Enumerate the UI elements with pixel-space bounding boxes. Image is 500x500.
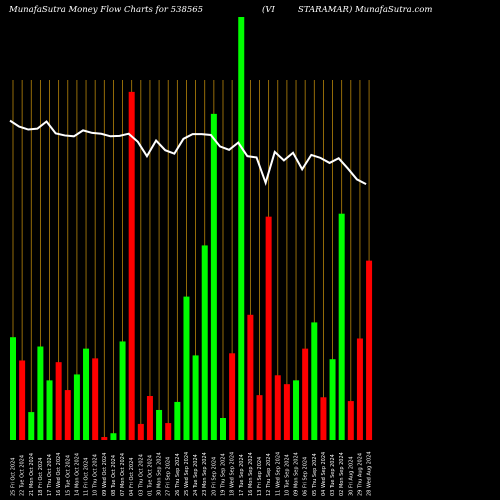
x-tick-label: 11 Fri Oct 2024 [84, 458, 90, 496]
bar-series [10, 17, 373, 440]
money-flow-bar [119, 341, 126, 440]
x-tick-label: 10 Thu Oct 2024 [93, 454, 99, 496]
x-tick-label: 15 Tue Oct 2024 [65, 455, 71, 496]
x-tick-label: 17 Tue Sep 2024 [239, 454, 245, 496]
money-flow-bar [28, 412, 35, 440]
x-tick-label: 19 Thu Sep 2024 [220, 453, 226, 496]
x-tick-label: 25 Fri Oct 2024 [11, 458, 17, 496]
money-flow-bar [101, 437, 108, 440]
money-flow-bar [46, 380, 53, 440]
money-flow-bar [283, 384, 290, 440]
x-tick-label: 18 Fri Oct 2024 [38, 458, 44, 496]
money-flow-bar [137, 423, 144, 440]
x-tick-label: 10 Tue Sep 2024 [284, 454, 290, 496]
money-flow-bar [146, 396, 153, 440]
money-flow-bar [366, 260, 373, 440]
money-flow-bar [256, 395, 263, 440]
money-flow-bar [128, 91, 135, 440]
x-tick-label: 28 Wed Aug 2024 [367, 451, 373, 496]
money-flow-bar [247, 314, 254, 440]
x-tick-label: 30 Fri Aug 2024 [348, 456, 354, 496]
x-tick-label: 21 Mon Oct 2024 [29, 453, 35, 496]
money-flow-bar [210, 113, 217, 440]
x-tick-label: 27 Fri Sep 2024 [166, 457, 172, 496]
x-tick-label: 18 Wed Sep 2024 [230, 452, 236, 496]
price-line [9, 119, 367, 187]
money-flow-bar [192, 355, 199, 440]
x-tick-label: 07 Mon Oct 2024 [120, 453, 126, 496]
money-flow-bar [64, 390, 71, 440]
money-flow-bar [10, 337, 16, 440]
chart-title-left: MunafaSutra Money Flow Charts for 538565 [9, 5, 204, 15]
x-tick-label: 02 Mon Sep 2024 [339, 452, 345, 496]
money-flow-bar [320, 397, 327, 440]
x-tick-label: 03 Tue Sep 2024 [330, 454, 336, 496]
chart-title-center: (VI [262, 5, 275, 15]
money-flow-bar [347, 401, 354, 440]
money-flow-bar [73, 374, 80, 440]
money-flow-bar [110, 433, 117, 440]
money-flow-bar [356, 338, 363, 440]
x-tick-label: 01 Tue Oct 2024 [147, 455, 153, 496]
x-tick-label: 14 Mon Oct 2024 [74, 453, 80, 496]
money-flow-bar [274, 375, 281, 440]
x-tick-label: 29 Thu Aug 2024 [357, 453, 363, 496]
money-flow-bar [238, 17, 245, 440]
x-tick-label: 04 Wed Sep 2024 [321, 452, 327, 496]
money-flow-bar [201, 245, 208, 440]
x-tick-label: 08 Tue Oct 2024 [111, 455, 117, 496]
x-tick-label: 20 Fri Sep 2024 [211, 457, 217, 496]
x-tick-label: 03 Thu Oct 2024 [138, 454, 144, 496]
chart-title-right: STARAMAR) MunafaSutra.com [298, 5, 433, 15]
x-tick-label: 04 Fri Oct 2024 [129, 458, 135, 496]
x-tick-label: 05 Thu Sep 2024 [312, 453, 318, 496]
money-flow-bar [183, 296, 190, 440]
money-flow-bar [92, 358, 99, 440]
money-flow-bar [311, 322, 318, 440]
x-tick-label: 12 Thu Sep 2024 [266, 453, 272, 496]
money-flow-bar [156, 409, 163, 440]
x-tick-label: 25 Wed Sep 2024 [184, 452, 190, 496]
money-flow-bar [293, 380, 300, 440]
money-flow-bar [165, 423, 172, 440]
x-tick-label: 30 Mon Sep 2024 [157, 452, 163, 496]
money-flow-bar [55, 362, 62, 440]
x-tick-label: 22 Tue Oct 2024 [20, 455, 26, 496]
money-flow-bar [329, 359, 336, 440]
x-tick-label: 13 Fri Sep 2024 [257, 457, 263, 496]
money-flow-bar [338, 213, 345, 440]
x-tick-label: 26 Thu Sep 2024 [175, 453, 181, 496]
x-tick-label: 16 Mon Sep 2024 [248, 452, 254, 496]
x-tick-label: 24 Tue Sep 2024 [193, 454, 199, 496]
money-flow-bar [37, 346, 44, 440]
x-tick-label: 17 Thu Oct 2024 [47, 454, 53, 496]
x-tick-label: 16 Wed Oct 2024 [56, 453, 62, 496]
money-flow-bar [302, 348, 309, 440]
money-flow-bar [174, 401, 181, 440]
money-flow-bar [219, 418, 226, 440]
x-tick-label: 06 Fri Sep 2024 [303, 457, 309, 496]
money-flow-bar [83, 348, 90, 440]
x-tick-label: 11 Wed Sep 2024 [275, 452, 281, 496]
money-flow-bar [265, 216, 272, 440]
x-tick-labels: 25 Fri Oct 2024 22 Tue Oct 2024 21 Mon Oct… [11, 451, 373, 496]
x-tick-label: 09 Mon Sep 2024 [294, 452, 300, 496]
x-tick-label: 09 Wed Oct 2024 [102, 453, 108, 496]
money-flow-bar [229, 353, 236, 440]
money-flow-bar [19, 360, 26, 440]
line-series [9, 119, 367, 187]
x-tick-label: 23 Mon Sep 2024 [202, 452, 208, 496]
